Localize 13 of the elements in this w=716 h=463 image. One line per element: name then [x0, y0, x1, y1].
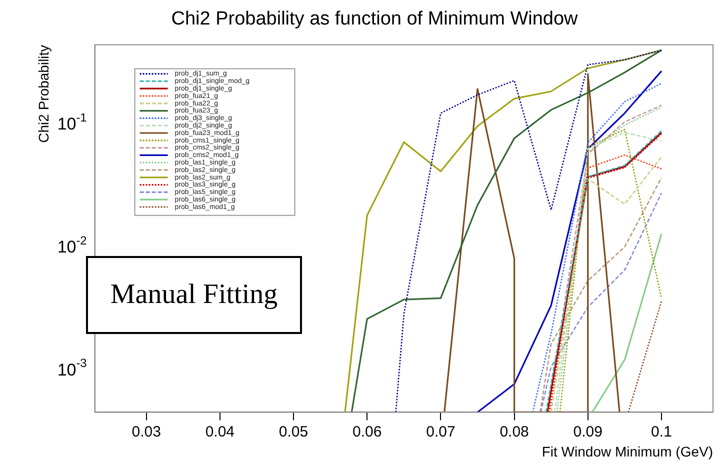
y-axis-title: Chi2 Probability [35, 44, 52, 143]
x-tick-label: 0.05 [278, 423, 308, 440]
line-series [532, 82, 662, 412]
x-tick-label: 0.03 [132, 423, 161, 440]
annotation: Manual Fitting [86, 256, 302, 334]
x-axis-title: Fit Window Minimum (GeV) [542, 443, 713, 460]
x-tick-label: 0.07 [426, 423, 456, 440]
x-tick-label: 0.04 [205, 423, 235, 440]
x-tick-label: 0.08 [500, 423, 529, 440]
x-tick-label: 0.1 [651, 423, 672, 440]
x-tick-label: 0.06 [352, 423, 382, 440]
x-tick-label: 0.09 [573, 423, 602, 440]
chart-title: Chi2 Probability as function of Minimum Window [171, 8, 578, 30]
